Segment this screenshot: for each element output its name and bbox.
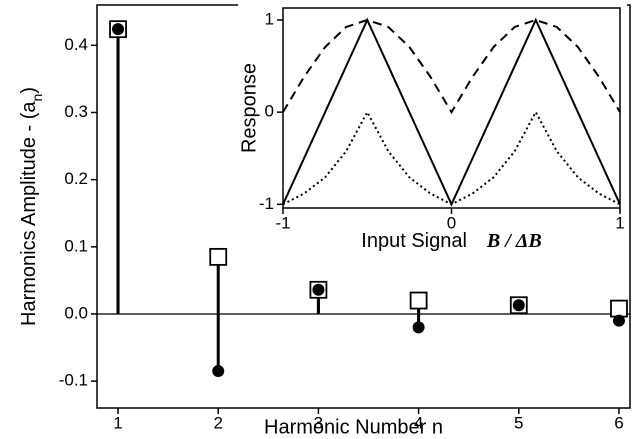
y-axis-label-part: ) — [18, 87, 40, 94]
x-tick-label: -1 — [275, 213, 290, 232]
y-axis-label-part: Harmonics Amplitude - (a — [18, 101, 40, 326]
y-tick-label: 0.4 — [64, 35, 88, 54]
response-line — [282, 110, 621, 206]
y-tick-label: -1 — [259, 194, 274, 213]
circle-marker — [212, 365, 225, 378]
x-tick-label: 1 — [113, 413, 122, 432]
y-axis-label-part: n — [29, 94, 45, 102]
circle-marker — [612, 314, 625, 327]
x-tick-label: 6 — [614, 413, 623, 432]
x-tick-label: 3 — [314, 413, 323, 432]
x-tick-label: 5 — [514, 413, 523, 432]
square-marker — [409, 291, 428, 310]
circle-marker — [412, 321, 425, 334]
square-marker — [610, 299, 628, 318]
inset-x-axis-label-symbol: B / ΔB — [486, 230, 542, 252]
y-axis-label: Harmonics Amplitude - (an) — [18, 87, 44, 326]
square-marker — [209, 247, 228, 266]
x-tick-label: 2 — [213, 413, 222, 432]
circle-marker — [312, 283, 325, 296]
inset-x-axis-label-text: Input Signal — [361, 230, 467, 252]
y-tick-label: 0.0 — [64, 303, 88, 322]
inset-background — [238, 4, 627, 254]
x-tick-label: 0 — [447, 213, 456, 232]
y-tick-label: 1 — [265, 9, 274, 28]
circle-marker — [512, 299, 525, 312]
y-tick-label: 0 — [265, 102, 274, 121]
y-tick-label: 0.3 — [64, 102, 88, 121]
y-tick-label: 0.2 — [64, 169, 88, 188]
inset-y-axis-label: Response — [238, 63, 260, 153]
inset-x-axis-label: Input Signal B / ΔB — [361, 230, 541, 253]
y-tick-label: 0.1 — [64, 236, 88, 255]
x-axis-label: Harmonic Number n — [264, 416, 443, 438]
y-tick-label: -0.1 — [59, 371, 88, 390]
response-line — [282, 18, 621, 115]
circle-marker — [112, 23, 125, 36]
x-tick-label: 1 — [615, 213, 624, 232]
x-tick-label: 4 — [414, 413, 423, 432]
